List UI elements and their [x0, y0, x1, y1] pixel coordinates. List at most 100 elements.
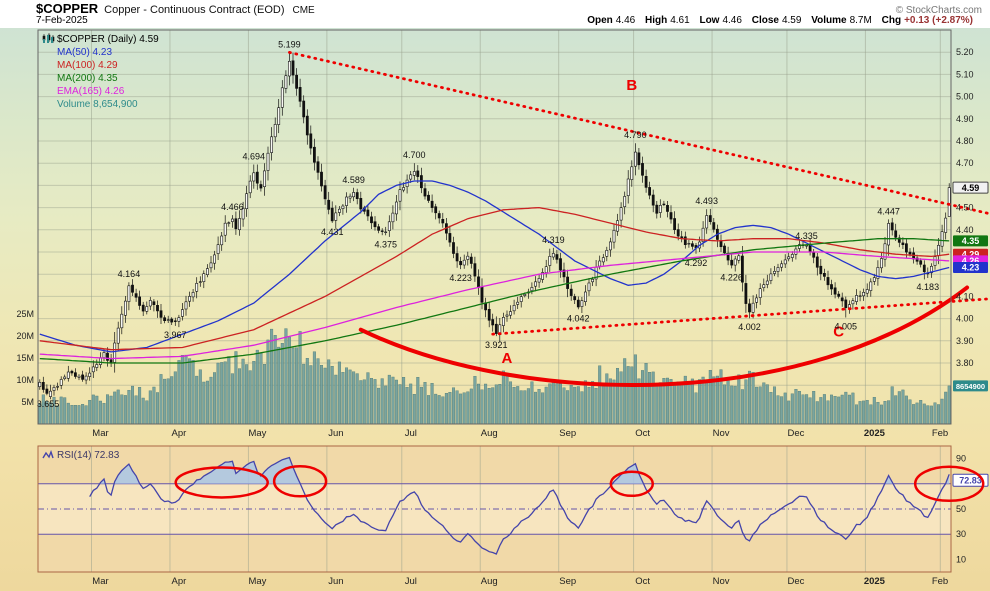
- svg-text:4.589: 4.589: [342, 175, 365, 185]
- svg-text:4.431: 4.431: [321, 227, 344, 237]
- open-label: Open: [587, 15, 613, 26]
- chart-svg: A B C 3.655 4.164 3.967 4.466 4.694 5.199 4.431 4.…: [16, 29, 990, 587]
- svg-text:4.70: 4.70: [956, 158, 974, 168]
- svg-text:90: 90: [956, 454, 966, 464]
- ema165-line-icon: [42, 87, 55, 97]
- ticker-symbol: $COPPER: [36, 1, 99, 16]
- legend-ma200: MA(200) 4.35: [42, 72, 159, 85]
- low-value: 4.46: [722, 15, 742, 26]
- svg-text:4.50: 4.50: [956, 203, 974, 213]
- open-value: 4.46: [615, 15, 636, 26]
- ema165-line: [39, 251, 950, 360]
- svg-text:4.23: 4.23: [962, 263, 980, 273]
- chg-value: +0.13 (+2.87%): [904, 15, 973, 26]
- svg-text:4.319: 4.319: [542, 235, 565, 245]
- svg-text:4.375: 4.375: [374, 239, 397, 249]
- chart-legend: $COPPER (Daily) 4.59 MA(50) 4.23 MA(100)…: [42, 33, 159, 111]
- annotation-label-A: A: [502, 350, 513, 367]
- ma50-line-icon: [42, 48, 55, 58]
- svg-text:Apr: Apr: [172, 428, 187, 439]
- svg-text:4.35: 4.35: [962, 236, 980, 246]
- svg-text:4.493: 4.493: [695, 196, 718, 206]
- svg-text:Mar: Mar: [92, 576, 108, 587]
- svg-text:3.90: 3.90: [956, 336, 974, 346]
- svg-text:20M: 20M: [16, 331, 34, 341]
- svg-text:4.694: 4.694: [243, 152, 266, 162]
- pivot-price-labels: 3.655 4.164 3.967 4.466 4.694 5.199 4.431 4.589…: [37, 39, 939, 409]
- high-value: 4.61: [670, 15, 690, 26]
- volume-bars: [38, 328, 951, 425]
- chg-label: Chg: [881, 15, 902, 26]
- svg-text:25M: 25M: [16, 309, 34, 319]
- svg-text:30: 30: [956, 529, 966, 539]
- chart-area: A B C 3.655 4.164 3.967 4.466 4.694 5.199 4.431 4.…: [0, 28, 990, 591]
- ma200-line: [39, 238, 950, 364]
- svg-text:5.00: 5.00: [956, 92, 974, 102]
- price-axis-labels: 5.20 5.10 5.00 4.90 4.80 4.70 4.50 4.40 4.10 4.00…: [956, 47, 974, 390]
- low-label: Low: [699, 15, 720, 26]
- svg-text:Apr: Apr: [172, 576, 187, 587]
- svg-text:Sep: Sep: [559, 428, 576, 439]
- svg-text:10: 10: [956, 554, 966, 564]
- legend-volume: Volume 8,654,900: [42, 35, 159, 111]
- svg-text:Nov: Nov: [713, 576, 730, 587]
- svg-text:4.292: 4.292: [685, 258, 708, 268]
- svg-text:Jul: Jul: [405, 576, 417, 587]
- svg-text:Sep: Sep: [559, 576, 576, 587]
- svg-text:72.83: 72.83: [959, 476, 982, 486]
- legend-ema165: EMA(165) 4.26: [42, 85, 159, 98]
- svg-text:4.29: 4.29: [962, 249, 980, 259]
- svg-text:50: 50: [956, 504, 966, 514]
- svg-text:4.164: 4.164: [118, 269, 141, 279]
- svg-text:4.10: 4.10: [956, 291, 974, 301]
- svg-text:Nov: Nov: [713, 428, 730, 439]
- volume-value: 8.7M: [849, 15, 872, 26]
- ohlc-quote: Open 4.46 High 4.61 Low 4.46 Close 4.59 Volu…: [587, 15, 980, 26]
- quote-date: 7-Feb-2025: [36, 15, 88, 26]
- svg-text:5.20: 5.20: [956, 47, 974, 57]
- month-labels-main: Mar Apr May Jun Jul Aug Sep Oct Nov Dec 2025 Feb: [92, 428, 948, 439]
- copyright-notice: © StockCharts.com: [895, 5, 982, 16]
- legend-ma50: MA(50) 4.23: [42, 46, 159, 59]
- svg-text:4.223: 4.223: [449, 273, 472, 283]
- header-quote-row: 7-Feb-2025 Open 4.46 High 4.61 Low 4.46 Clo…: [36, 15, 980, 26]
- rsi-panel-border: [37, 445, 952, 573]
- ma100-line: [39, 206, 950, 351]
- month-gridlines-main: [90, 30, 941, 424]
- chart-header: $COPPER Copper - Continuous Contract (EO…: [0, 0, 990, 28]
- svg-text:Jul: Jul: [405, 428, 417, 439]
- rsi-line: [89, 456, 950, 555]
- svg-text:4.26: 4.26: [962, 256, 980, 266]
- svg-text:May: May: [248, 576, 266, 587]
- accumulation-arc: [358, 285, 970, 388]
- svg-text:4.335: 4.335: [795, 231, 818, 241]
- legend-ma100-label: MA(100) 4.29: [57, 60, 118, 71]
- svg-text:2025: 2025: [864, 576, 886, 587]
- legend-ma50-label: MA(50) 4.23: [57, 47, 113, 58]
- svg-text:4.183: 4.183: [917, 282, 940, 292]
- volume-axis-labels: 25M 20M 15M 10M 5M: [16, 309, 34, 407]
- instrument-description: Copper - Continuous Contract (EOD): [104, 4, 285, 16]
- svg-text:5.10: 5.10: [956, 69, 974, 79]
- svg-text:3.967: 3.967: [164, 330, 187, 340]
- svg-text:4.042: 4.042: [567, 313, 590, 323]
- ma100-line-icon: [42, 61, 55, 71]
- svg-text:4.447: 4.447: [877, 206, 900, 216]
- svg-text:Dec: Dec: [787, 576, 804, 587]
- lower-trendline: [491, 297, 990, 336]
- svg-text:Feb: Feb: [932, 576, 948, 587]
- svg-text:Oct: Oct: [635, 576, 650, 587]
- axis-value-boxes: 4.59 4.35 4.294.264.23 8654900: [952, 181, 989, 392]
- svg-text:Mar: Mar: [92, 428, 108, 439]
- svg-text:Dec: Dec: [787, 428, 804, 439]
- annotation-label-B: B: [626, 77, 637, 94]
- legend-main-row: $COPPER (Daily) 4.59: [42, 33, 159, 46]
- svg-text:4.466: 4.466: [221, 202, 244, 212]
- legend-ma100: MA(100) 4.29: [42, 59, 159, 72]
- legend-symbol-label: $COPPER (Daily) 4.59: [57, 34, 159, 45]
- annotation-label-C: C: [833, 323, 844, 340]
- candlesticks: [38, 52, 951, 400]
- svg-text:4.40: 4.40: [956, 225, 974, 235]
- rsi-highlight-ellipses: [174, 465, 985, 503]
